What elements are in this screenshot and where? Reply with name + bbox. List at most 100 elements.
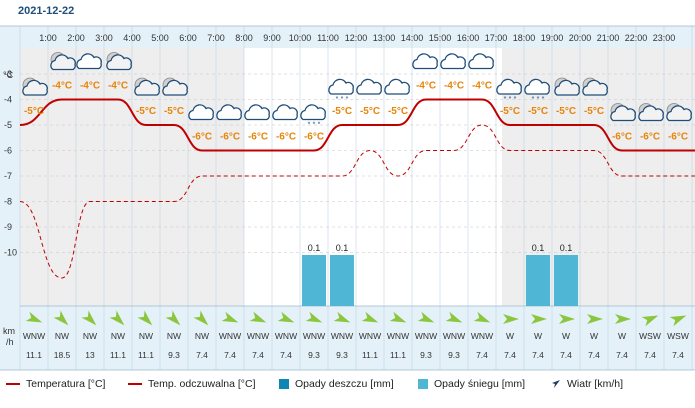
wind-arrow-icon [277,311,295,323]
hour-label: 12:00 [345,33,368,43]
cloud-shape [496,78,522,95]
snowflake-shape: * [308,122,311,129]
temperature-label: -5°C [360,106,380,117]
hour-label: 19:00 [541,33,564,43]
legend-wind: Wiatr [km/h] [550,378,623,390]
temperature-label: -4°C [108,81,128,92]
wind-speed-label: 7.4 [504,350,516,360]
hour-label: 16:00 [457,33,480,43]
cloud-shape [162,79,188,96]
moon-cloud-icon [22,77,48,96]
wind-arrow-shape [277,311,295,323]
cloud-shape [412,53,438,70]
wind-speed-label: 7.4 [196,350,208,360]
legend-feels-like: Temp. odczuwalna [°C] [128,378,256,390]
legend-snow: Opady śniegu [mm] [418,378,525,390]
snow-cloud-icon: * * * [328,78,354,103]
hour-label: 18:00 [513,33,536,43]
cloud-shape [244,104,270,121]
y-tick-label: -6 [4,146,12,156]
cloud-shape [134,79,160,96]
temperature-label: -6°C [668,132,688,143]
snowflake-shape: * [318,122,321,129]
wind-direction-label: WNW [23,331,45,341]
snowflake-shape: * [532,96,535,103]
snowflake-shape: * [542,96,545,103]
hour-label: 11:00 [317,33,339,43]
temperature-label: -5°C [164,106,184,117]
wind-direction-label: WNW [219,331,241,341]
wind-arrow-shape [25,311,43,323]
snow-cloud-icon: * * * [524,78,550,103]
hour-label: 1:00 [39,33,57,43]
cloud-icon [76,53,102,70]
wind-arrow-icon [25,311,43,323]
temperature-label: -6°C [248,132,268,143]
wind-band [20,306,695,370]
wind-speed-label: 9.3 [448,350,460,360]
wind-arrow-icon [615,314,631,324]
snow-label: 0.1 [560,243,573,253]
legend: Temperatura [°C] Temp. odczuwalna [°C] O… [0,376,695,394]
snow-bar [330,255,354,306]
cloud-shape [272,104,298,121]
snow-bars: 0.1 0.1 0.1 0.1 [302,243,578,306]
snow-label: 0.1 [532,243,545,253]
wind-arrow-icon [503,314,519,324]
hour-label: 5:00 [151,33,169,43]
hour-label: 23:00 [653,33,676,43]
wind-speed-label: 7.4 [560,350,572,360]
cloud-shape [300,104,326,121]
wind-arrow-icon [81,310,97,326]
wind-arrow-icon [587,314,603,324]
wind-speed-label: 7.4 [280,350,292,360]
wind-direction-label: WNW [387,331,409,341]
wind-arrow-shape [361,311,379,323]
y-tick-label: -3 [4,69,12,79]
wind-arrow-shape [615,314,631,324]
temperature-lines [19,98,695,279]
cloud-icon [272,104,298,121]
temperature-label: -6°C [304,132,324,143]
hour-label: 10:00 [289,33,312,43]
hour-label: 4:00 [123,33,141,43]
temperature-label: -6°C [612,132,632,143]
y-tick-label: -10 [4,248,17,258]
legend-rain-swatch [279,379,289,389]
wind-arrow-icon [552,379,560,388]
wind-arrow-shape [193,310,209,326]
hour-labels: 1:00 2:00 3:00 4:00 5:00 6:00 7:00 8:00 9:00 10:0… [39,33,675,43]
snow-cloud-icon: * * * [300,104,326,129]
moon-cloud-icon [106,52,132,71]
axis-band [0,26,20,370]
hour-label: 13:00 [373,33,396,43]
legend-wind-label: Wiatr [km/h] [567,378,624,390]
wind-speed-label: 13 [85,350,95,360]
wind-row: WNW 11.1 NW 18.5 NW 13 NW 11.1 NW 11.1 NW 9.3 NW 7.4 W… [23,310,689,360]
wind-speed-label: 11.1 [390,350,406,360]
wind-arrow-icon [531,314,547,324]
snowflake-shape: * [514,96,517,103]
wind-arrow-icon [445,311,463,323]
feels-like-line [19,124,695,279]
wind-direction-label: W [534,331,542,341]
legend-temperature: Temperatura [°C] [6,378,105,390]
snow-bar [302,255,326,306]
snowflake-shape: * [313,122,316,129]
cloud-icon [244,104,270,121]
wind-arrow-icon [137,310,153,326]
wind-direction-label: NW [139,331,153,341]
temperature-label: -4°C [444,81,464,92]
hour-label: 22:00 [625,33,648,43]
temperature-label: -5°C [388,106,408,117]
temperature-label: -5°C [584,106,604,117]
temperature-label: -6°C [220,132,240,143]
snow-cloud-icon: * * * [496,78,522,103]
wind-direction-label: W [590,331,598,341]
legend-rain-label: Opady deszczu [mm] [295,378,394,390]
snow-label: 0.1 [308,243,321,253]
cloud-shape [666,105,692,122]
temperature-label: -6°C [192,132,212,143]
wind-arrow-shape [333,311,351,323]
